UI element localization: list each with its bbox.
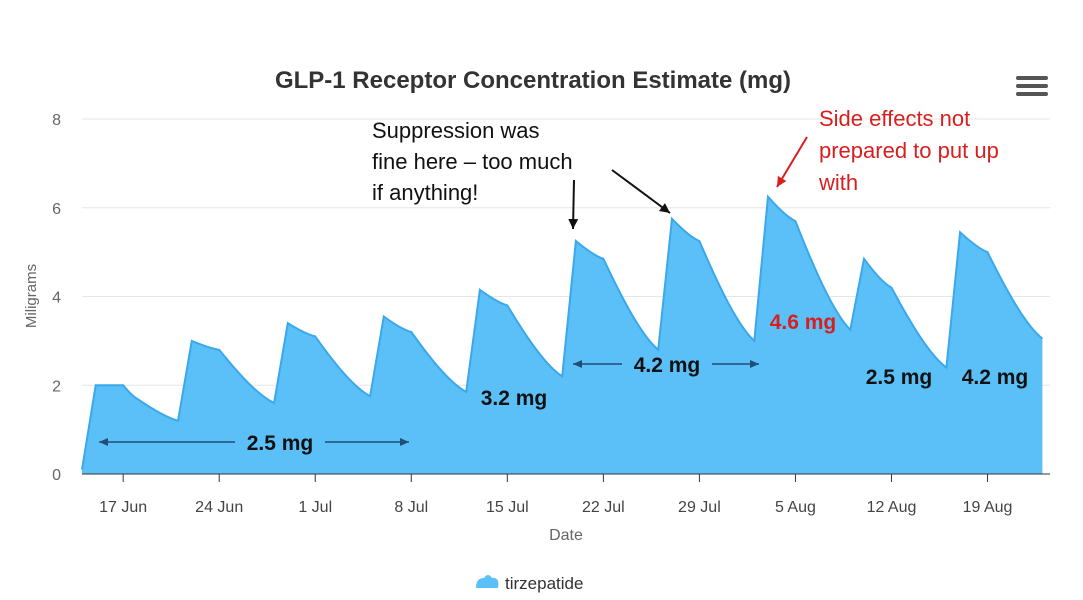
x-tick-label: 19 Aug xyxy=(963,499,1013,516)
y-tick-label: 4 xyxy=(52,290,61,307)
y-axis-label: Miligrams xyxy=(23,264,40,328)
dose-label-5: 2.5 mg xyxy=(866,366,933,389)
callout-suppression-line-1: Suppression was xyxy=(372,118,540,143)
series-area-tirzepatide xyxy=(82,196,1043,474)
callout-side-effects-arrow xyxy=(776,136,808,188)
x-axis-ticks: 17 Jun 24 Jun 1 Jul 8 Jul 15 Jul 22 Jul 29 Jul… xyxy=(99,474,1012,516)
y-tick-label: 8 xyxy=(52,112,61,129)
x-tick-label: 15 Jul xyxy=(486,499,529,516)
dose-label-2: 3.2 mg xyxy=(481,387,548,410)
x-tick-label: 12 Aug xyxy=(867,499,917,516)
callout-side-effects-line-3: with xyxy=(818,170,858,195)
callout-suppression-line-3: if anything! xyxy=(372,180,478,205)
dose-label-3: 4.2 mg xyxy=(634,354,701,377)
chart-title: GLP-1 Receptor Concentration Estimate (m… xyxy=(275,67,791,94)
x-tick-label: 29 Jul xyxy=(678,499,721,516)
x-tick-label: 1 Jul xyxy=(298,499,332,516)
y-tick-label: 6 xyxy=(52,201,61,218)
callout-suppression-line-2: fine here – too much xyxy=(372,149,573,174)
hamburger-menu-icon[interactable] xyxy=(1016,76,1048,102)
x-tick-label: 8 Jul xyxy=(394,499,428,516)
callout-side-effects-line-2: prepared to put up xyxy=(819,138,999,163)
x-axis-label: Date xyxy=(549,527,583,544)
y-axis-ticks: 0 2 4 6 8 xyxy=(52,112,61,484)
callout-suppression: Suppression was fine here – too much if … xyxy=(372,118,573,205)
callout-side-effects-line-1: Side effects not xyxy=(819,106,970,131)
dose-label-1: 2.5 mg xyxy=(247,432,314,455)
y-tick-label: 2 xyxy=(52,378,61,395)
callout-suppression-arrow-1 xyxy=(568,179,579,230)
series-line-tirzepatide xyxy=(81,194,1044,470)
x-tick-label: 24 Jun xyxy=(195,499,243,516)
x-tick-label: 5 Aug xyxy=(775,499,816,516)
callout-suppression-arrow-2 xyxy=(611,169,671,214)
x-tick-label: 17 Jun xyxy=(99,499,147,516)
dose-label-6: 4.2 mg xyxy=(962,366,1029,389)
legend[interactable]: tirzepatide xyxy=(476,574,583,593)
legend-label-tirzepatide: tirzepatide xyxy=(505,574,583,593)
dose-label-4: 4.6 mg xyxy=(770,311,837,334)
callout-side-effects: Side effects not prepared to put up with xyxy=(818,106,999,195)
legend-series-icon xyxy=(476,575,499,588)
y-tick-label: 0 xyxy=(52,467,61,484)
x-tick-label: 22 Jul xyxy=(582,499,625,516)
